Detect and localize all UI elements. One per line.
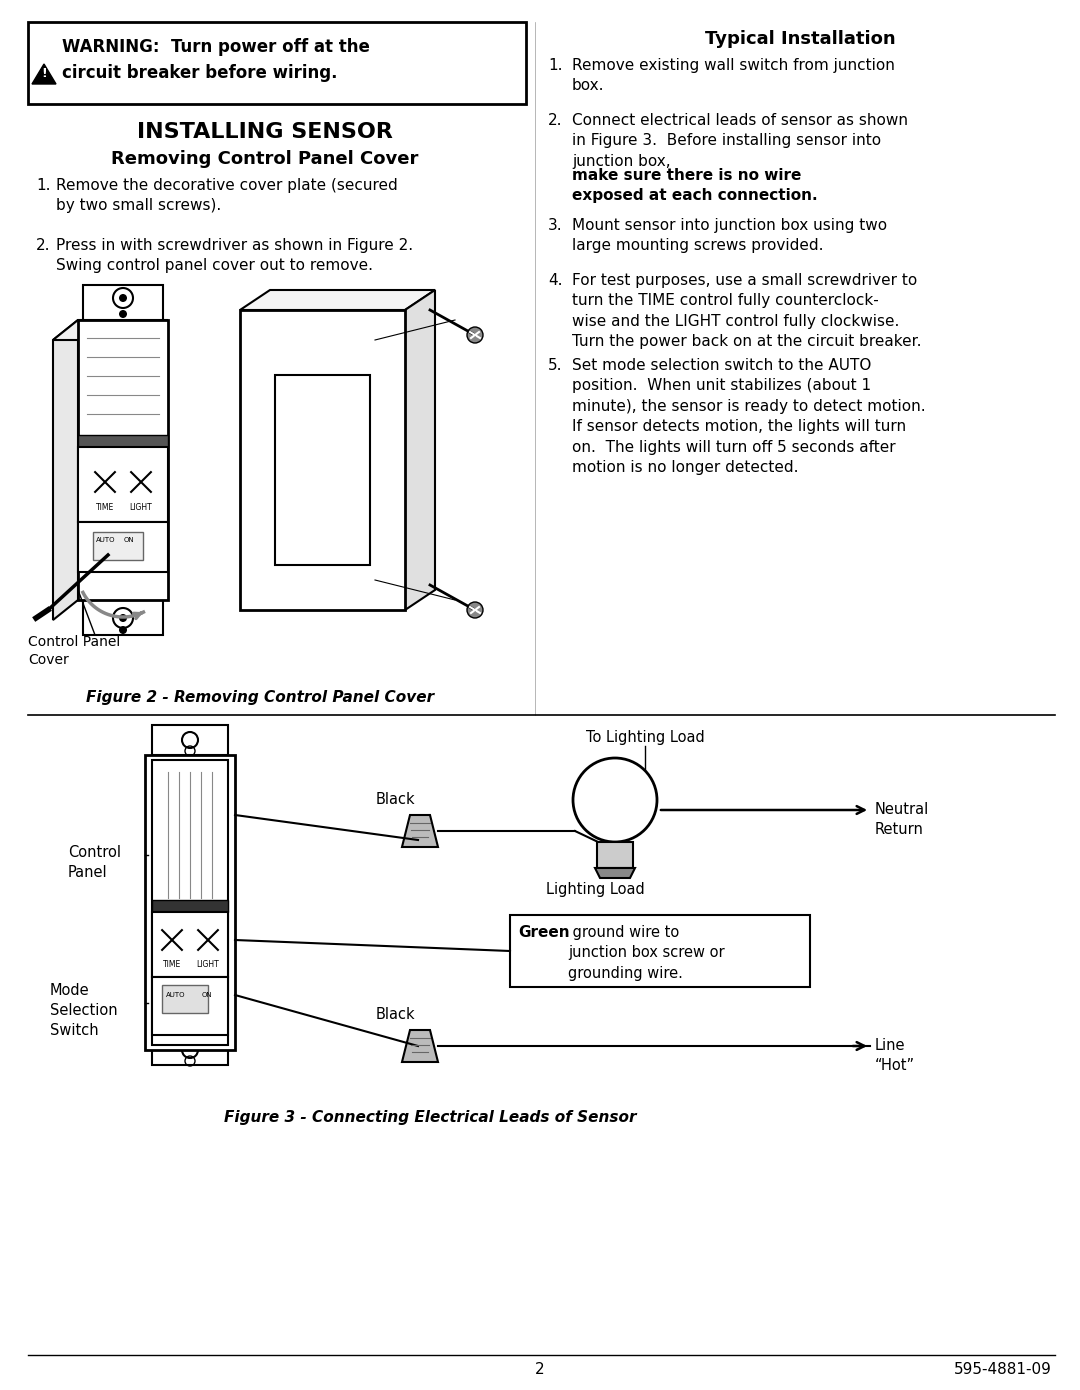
Text: 2.: 2. [548, 113, 563, 128]
Text: LIGHT: LIGHT [197, 960, 219, 969]
Polygon shape [53, 320, 168, 341]
Text: Green: Green [518, 924, 569, 940]
Text: 4.: 4. [548, 272, 563, 288]
Text: Mount sensor into junction box using two
large mounting screws provided.: Mount sensor into junction box using two… [572, 218, 887, 253]
Text: !: ! [41, 67, 46, 81]
Text: circuit breaker before wiring.: circuit breaker before wiring. [62, 64, 337, 82]
Text: Figure 2 - Removing Control Panel Cover: Figure 2 - Removing Control Panel Cover [86, 689, 434, 705]
Polygon shape [240, 291, 435, 310]
Circle shape [372, 336, 378, 343]
Text: Typical Installation: Typical Installation [704, 31, 895, 49]
Text: INSTALLING SENSOR: INSTALLING SENSOR [137, 122, 393, 142]
Text: Control Panel
Cover: Control Panel Cover [28, 635, 120, 667]
Bar [152, 912, 228, 977]
Circle shape [119, 614, 127, 621]
Text: Neutral
Return: Neutral Return [875, 802, 929, 837]
Text: AUTO: AUTO [96, 537, 116, 543]
Polygon shape [405, 291, 435, 610]
Text: To Lighting Load: To Lighting Load [585, 730, 704, 745]
Polygon shape [32, 64, 56, 83]
Text: Connect electrical leads of sensor as shown
in Figure 3.  Before installing sens: Connect electrical leads of sensor as sh… [572, 113, 908, 168]
Circle shape [119, 626, 127, 634]
Bar [28, 22, 526, 104]
Text: 2: 2 [536, 1362, 544, 1377]
Polygon shape [152, 726, 228, 755]
Text: 1.: 1. [548, 58, 563, 74]
Bar [275, 375, 370, 564]
Circle shape [467, 602, 483, 619]
Circle shape [87, 464, 123, 500]
Text: 1.: 1. [36, 178, 51, 193]
Text: Control
Panel: Control Panel [68, 845, 121, 880]
Text: Press in with screwdriver as shown in Figure 2.
Swing control panel cover out to: Press in with screwdriver as shown in Fi… [56, 238, 414, 274]
Text: ON: ON [202, 992, 213, 998]
Text: ground wire to
junction box screw or
grounding wire.: ground wire to junction box screw or gro… [568, 924, 725, 981]
Circle shape [154, 922, 190, 958]
Bar [145, 755, 235, 1049]
Polygon shape [402, 1030, 438, 1062]
Polygon shape [402, 815, 438, 847]
Polygon shape [595, 867, 635, 878]
Text: Line
“Hot”: Line “Hot” [875, 1038, 915, 1073]
Bar [240, 310, 405, 610]
Bar [510, 915, 810, 987]
Circle shape [372, 577, 378, 582]
Text: LIGHT: LIGHT [130, 503, 152, 512]
Circle shape [190, 922, 226, 958]
Polygon shape [86, 329, 160, 435]
Text: Set mode selection switch to the AUTO
position.  When unit stabilizes (about 1
m: Set mode selection switch to the AUTO po… [572, 359, 926, 475]
Bar [152, 899, 228, 912]
Polygon shape [53, 320, 78, 620]
Polygon shape [83, 285, 163, 320]
Text: 595-4881-09: 595-4881-09 [954, 1362, 1052, 1377]
Bar [78, 523, 168, 573]
Text: ON: ON [123, 537, 134, 543]
Bar [152, 977, 228, 1036]
Text: 5.: 5. [548, 359, 563, 373]
Text: AUTO: AUTO [166, 992, 186, 998]
Polygon shape [160, 770, 220, 899]
Text: make sure there is no wire
exposed at each connection.: make sure there is no wire exposed at ea… [572, 168, 818, 203]
Text: Mode
Selection
Switch: Mode Selection Switch [50, 983, 118, 1037]
Circle shape [119, 310, 127, 318]
Text: For test purposes, use a small screwdriver to
turn the TIME control fully counte: For test purposes, use a small screwdriv… [572, 272, 921, 349]
Text: Removing Control Panel Cover: Removing Control Panel Cover [111, 150, 419, 168]
Bar [93, 532, 143, 560]
Polygon shape [597, 842, 633, 867]
Text: WARNING:  Turn power off at the: WARNING: Turn power off at the [62, 38, 369, 56]
Text: Figure 3 - Connecting Electrical Leads of Sensor: Figure 3 - Connecting Electrical Leads o… [224, 1111, 636, 1125]
Circle shape [123, 464, 159, 500]
Text: Black: Black [376, 792, 415, 808]
Text: Remove the decorative cover plate (secured
by two small screws).: Remove the decorative cover plate (secur… [56, 178, 397, 214]
Polygon shape [83, 600, 163, 635]
Text: TIME: TIME [96, 503, 114, 512]
Polygon shape [86, 329, 102, 435]
Text: Black: Black [376, 1006, 415, 1022]
Text: 3.: 3. [548, 218, 563, 234]
Circle shape [573, 758, 657, 842]
Text: 2.: 2. [36, 238, 51, 253]
Bar [78, 435, 168, 448]
Circle shape [119, 295, 127, 302]
Text: TIME: TIME [163, 960, 181, 969]
Bar [78, 320, 168, 600]
Text: Lighting Load: Lighting Load [545, 883, 645, 897]
Circle shape [467, 327, 483, 343]
Polygon shape [152, 1036, 228, 1065]
Bar [162, 986, 208, 1013]
Text: Remove existing wall switch from junction
box.: Remove existing wall switch from junctio… [572, 58, 895, 93]
Bar [152, 760, 228, 1045]
Bar [78, 448, 168, 523]
